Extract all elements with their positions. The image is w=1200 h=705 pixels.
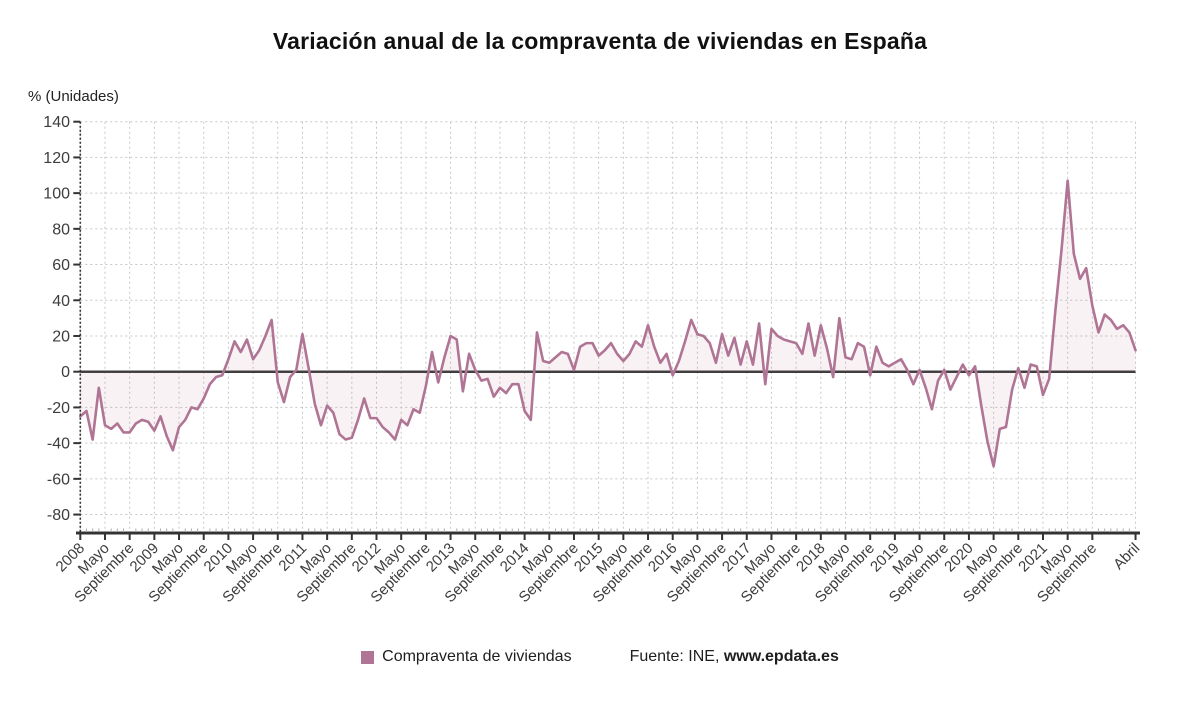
svg-text:-20: -20 (47, 400, 70, 417)
svg-text:Abril: Abril (1110, 540, 1143, 573)
svg-text:100: 100 (43, 186, 70, 203)
svg-text:80: 80 (52, 221, 70, 238)
legend-swatch (361, 650, 375, 664)
y-tick-labels: 140 120 100 80 60 40 20 0 -20 -40 -60 -80 (43, 114, 70, 524)
legend-label: Compraventa de viviendas (382, 648, 572, 665)
x-tick-labels: 2008MayoSeptiembre2009MayoSeptiembre2010… (53, 540, 1144, 606)
svg-text:60: 60 (52, 257, 70, 274)
series-area (80, 180, 1136, 467)
svg-text:40: 40 (52, 293, 70, 310)
chart-title: Variación anual de la compraventa de viv… (272, 28, 928, 54)
x-axis (76, 528, 1140, 540)
legend-item: Compraventa de viviendas (361, 648, 572, 666)
svg-text:-80: -80 (47, 507, 70, 524)
y-axis (73, 120, 82, 533)
svg-text:20: 20 (52, 328, 70, 345)
svg-text:140: 140 (43, 114, 70, 131)
series-line (79, 179, 1137, 468)
source-text: Fuente: INE, www.epdata.es (630, 648, 839, 666)
svg-text:120: 120 (43, 150, 70, 167)
svg-text:0: 0 (61, 364, 70, 381)
svg-text:-40: -40 (47, 436, 70, 453)
x-gridlines (79, 121, 1137, 533)
source-prefix: Fuente: INE, (629, 648, 724, 665)
y-gridlines (80, 121, 1136, 516)
y-axis-unit-label: % (Unidades) (28, 88, 119, 105)
legend-row: Compraventa de viviendas Fuente: INE, ww… (0, 648, 1200, 666)
source-site: www.epdata.es (723, 648, 839, 665)
svg-text:-60: -60 (47, 471, 70, 488)
